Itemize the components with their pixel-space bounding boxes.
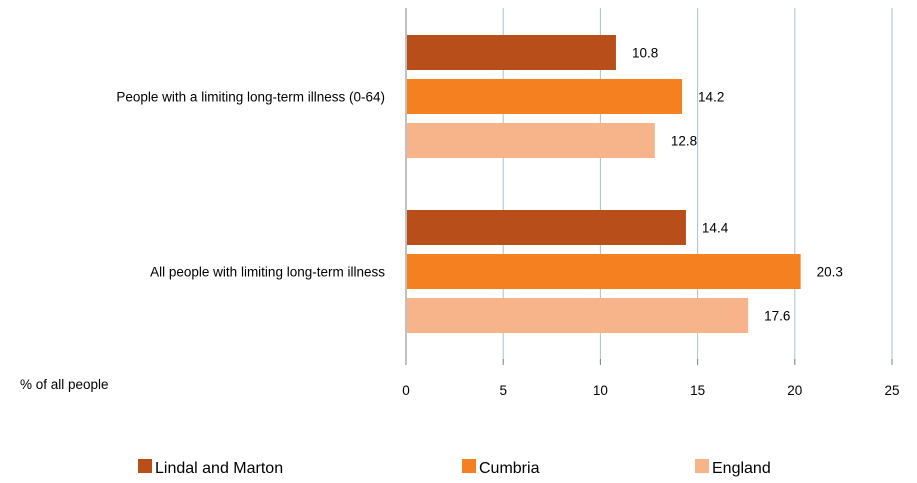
legend-label: England [712,460,771,477]
x-tick-label: 10 [593,383,608,398]
x-tick-label: 20 [787,383,802,398]
data-label: 14.4 [702,221,729,236]
legend-swatch-lindal-and-marton [138,459,152,473]
x-tick-label: 25 [884,383,899,398]
x-axis-ticks: 0 5 10 15 20 25 [402,359,900,398]
x-tick-label: 15 [690,383,705,398]
category-label: All people with limiting long-term illne… [150,265,385,280]
category-labels: People with a limiting long-term illness… [116,90,385,280]
legend-swatch-cumbria [462,459,476,473]
data-label: 10.8 [632,46,658,61]
category-label: People with a limiting long-term illness… [116,90,385,105]
x-axis-title: % of all people [20,377,109,392]
legend: Lindal and Marton Cumbria England [138,459,771,477]
data-labels: 10.8 14.2 12.8 14.4 20.3 17.6 [632,46,843,324]
bar-lindal-and-marton [407,35,616,70]
bar-england [407,123,655,158]
data-label: 14.2 [698,90,724,105]
x-tick-label: 5 [499,383,507,398]
bar-lindal-and-marton [407,210,686,245]
bar-cumbria [407,79,683,114]
legend-swatch-england [695,459,709,473]
bar-england [407,298,749,333]
data-label: 17.6 [764,309,790,324]
legend-label: Lindal and Marton [155,460,283,477]
bar-cumbria [407,254,801,289]
x-tick-label: 0 [402,383,410,398]
data-label: 12.8 [671,134,697,149]
data-label: 20.3 [817,265,843,280]
legend-label: Cumbria [479,460,540,477]
bars [407,35,801,333]
